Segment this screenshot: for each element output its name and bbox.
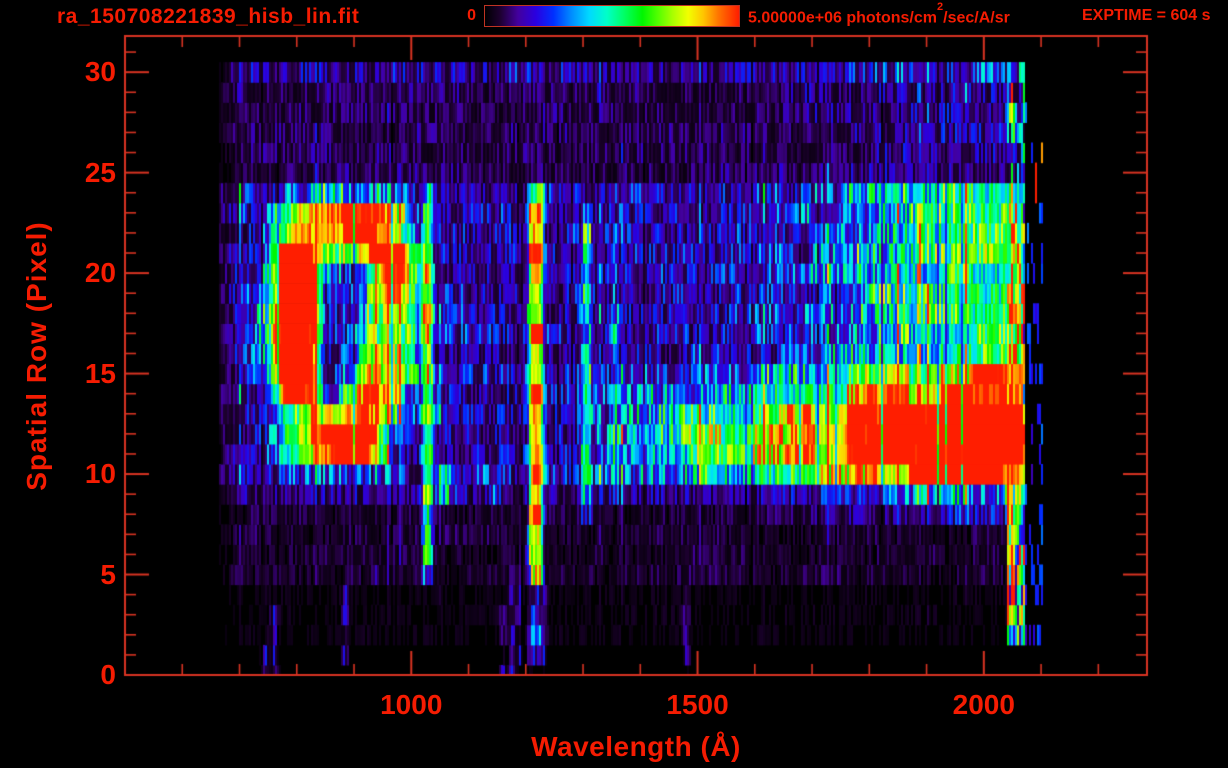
x-tick-label: 1000 bbox=[380, 689, 443, 720]
colorbar-units-suffix: /sec/A/sr bbox=[943, 9, 1010, 27]
y-tick-label: 0 bbox=[100, 659, 116, 690]
colorbar-max-label: 5.00000e+06 photons/cm2/sec/A/sr bbox=[748, 1, 1010, 27]
y-tick-label: 25 bbox=[84, 156, 116, 188]
colorbar-max-value: 5.00000e+06 bbox=[748, 9, 842, 27]
y-tick-label: 15 bbox=[84, 357, 116, 389]
y-tick-label: 20 bbox=[84, 257, 116, 289]
y-tick-label: 5 bbox=[100, 558, 116, 590]
colorbar-units-exponent: 2 bbox=[937, 1, 944, 13]
colorbar-gradient bbox=[484, 5, 740, 27]
colorbar-min-label: 0 bbox=[467, 7, 476, 24]
colorbar-units-prefix: photons/cm bbox=[846, 9, 937, 27]
y-tick-label: 30 bbox=[84, 56, 116, 88]
y-tick-label: 10 bbox=[84, 458, 116, 490]
x-tick-label: 2000 bbox=[952, 689, 1015, 720]
exptime-label: EXPTIME = 604 s bbox=[1082, 7, 1211, 24]
file-title: ra_150708221839_hisb_lin.fit bbox=[57, 5, 360, 28]
x-axis-title: Wavelength (Å) bbox=[531, 731, 741, 762]
x-tick-label: 1500 bbox=[666, 689, 729, 720]
y-axis-title: Spatial Row (Pixel) bbox=[21, 221, 52, 491]
